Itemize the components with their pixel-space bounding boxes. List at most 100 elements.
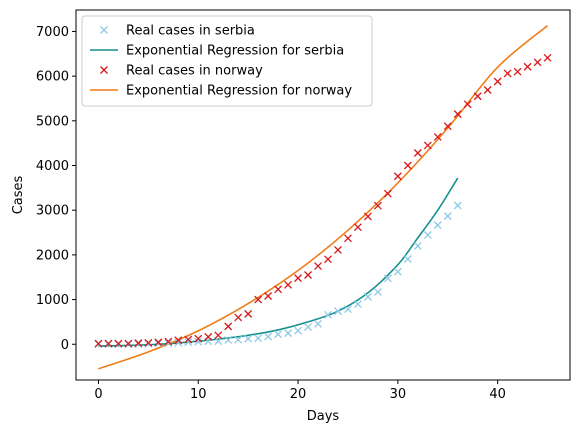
x-tick-label: 30 <box>390 387 407 402</box>
series-2-point <box>254 295 263 304</box>
series-0-point <box>254 334 263 343</box>
series-2-point <box>373 201 382 210</box>
series-0-point <box>284 329 293 338</box>
series-2-point <box>144 338 153 347</box>
series-0-point <box>294 326 303 335</box>
y-axis-label: Cases <box>11 175 26 214</box>
series-2-point <box>533 58 542 67</box>
series-2-point <box>114 339 123 348</box>
legend: Real cases in serbia Exponential Regressi… <box>81 15 373 107</box>
series-0-point <box>324 310 332 319</box>
legend-label-2: Real cases in norway <box>126 64 263 79</box>
series-2-point <box>234 313 243 322</box>
series-2-point <box>324 255 332 264</box>
series-0-point <box>244 334 253 343</box>
legend-label-0: Real cases in serbia <box>126 24 255 39</box>
series-0-point <box>373 287 382 296</box>
ticks-layer: 0 10 20 30 40 0 1000 2000 3000 4000 5000 6000 7000 <box>36 25 506 402</box>
x-tick-label: 20 <box>290 387 307 402</box>
y-tick-label: 5000 <box>36 114 69 129</box>
series-0-point <box>433 221 442 230</box>
series-2-point <box>523 62 532 71</box>
legend-label-3: Exponential Regression for norway <box>126 84 352 99</box>
x-tick-label: 10 <box>190 387 207 402</box>
series-2-point <box>124 339 133 348</box>
series-2-point <box>164 337 173 346</box>
y-tick-label: 4000 <box>36 159 69 174</box>
series-2-point <box>154 338 163 347</box>
legend-label-1: Exponential Regression for serbia <box>126 44 344 59</box>
series-2-point <box>214 331 223 340</box>
series-2-point <box>473 92 482 101</box>
series-2-point <box>294 274 303 283</box>
series-2-point <box>94 339 103 348</box>
series-0-point <box>194 337 203 346</box>
x-tick-label: 0 <box>94 387 102 402</box>
series-0-point <box>174 338 183 347</box>
series-2-point <box>264 292 273 300</box>
series-2-point <box>423 141 432 150</box>
series-0-point <box>334 307 342 316</box>
series-0-point <box>413 241 422 250</box>
series-0-point <box>343 305 352 314</box>
y-tick-label: 3000 <box>36 204 69 219</box>
legend-box <box>81 15 373 107</box>
series-2-point <box>483 86 492 94</box>
series-0-point <box>264 332 273 341</box>
series-2-point <box>244 309 253 318</box>
series-2-point <box>503 69 512 78</box>
series-0-point <box>353 300 362 308</box>
series-0-point <box>184 338 193 347</box>
series-2-point <box>453 110 462 119</box>
series-0-point <box>314 319 322 328</box>
series-0-point <box>383 274 392 283</box>
series-0-point <box>224 336 233 344</box>
series-2-point <box>463 100 472 109</box>
series-2-point <box>274 285 283 294</box>
series-0-point <box>403 255 412 263</box>
series-2-point <box>393 172 402 181</box>
series-2-point <box>314 262 322 271</box>
series-2-point <box>224 322 233 331</box>
series-2-point <box>363 212 372 221</box>
series-2-point <box>513 67 522 76</box>
series-0-point <box>363 292 372 301</box>
series-0-point <box>304 323 312 332</box>
series-2-point <box>413 149 422 157</box>
x-axis-label: Days <box>307 409 340 424</box>
series-0-point <box>154 339 163 348</box>
series-2-point <box>284 280 293 289</box>
series-0-point <box>164 339 173 348</box>
series-layer <box>94 25 552 370</box>
series-0-point <box>443 212 452 221</box>
series-2-point <box>543 53 552 62</box>
series-2-point <box>134 339 143 348</box>
y-tick-label: 1000 <box>36 293 69 308</box>
series-0-point <box>214 337 223 346</box>
series-2-point <box>443 122 452 131</box>
series-2-point <box>184 335 193 344</box>
series-2-point <box>174 336 183 345</box>
y-tick-label: 6000 <box>36 70 69 85</box>
series-2-point <box>334 246 342 254</box>
series-2-point <box>304 271 312 279</box>
series-0-point <box>393 267 402 276</box>
legend-marker-2 <box>100 66 108 74</box>
legend-marker-0 <box>100 26 108 34</box>
series-0-point <box>423 230 432 239</box>
series-0-point <box>234 335 243 344</box>
series-0-point <box>274 330 283 339</box>
series-2-point <box>353 223 362 232</box>
series-0-point <box>453 201 462 210</box>
series-2-point <box>343 234 352 243</box>
series-2-point <box>433 132 442 141</box>
y-tick-label: 0 <box>61 338 69 353</box>
series-2-point <box>383 189 392 198</box>
y-tick-label: 2000 <box>36 248 69 263</box>
series-2-point <box>194 334 203 343</box>
series-2-point <box>493 77 502 86</box>
series-2-point <box>403 161 412 170</box>
y-tick-label: 7000 <box>36 25 69 40</box>
series-2-point <box>204 332 213 341</box>
